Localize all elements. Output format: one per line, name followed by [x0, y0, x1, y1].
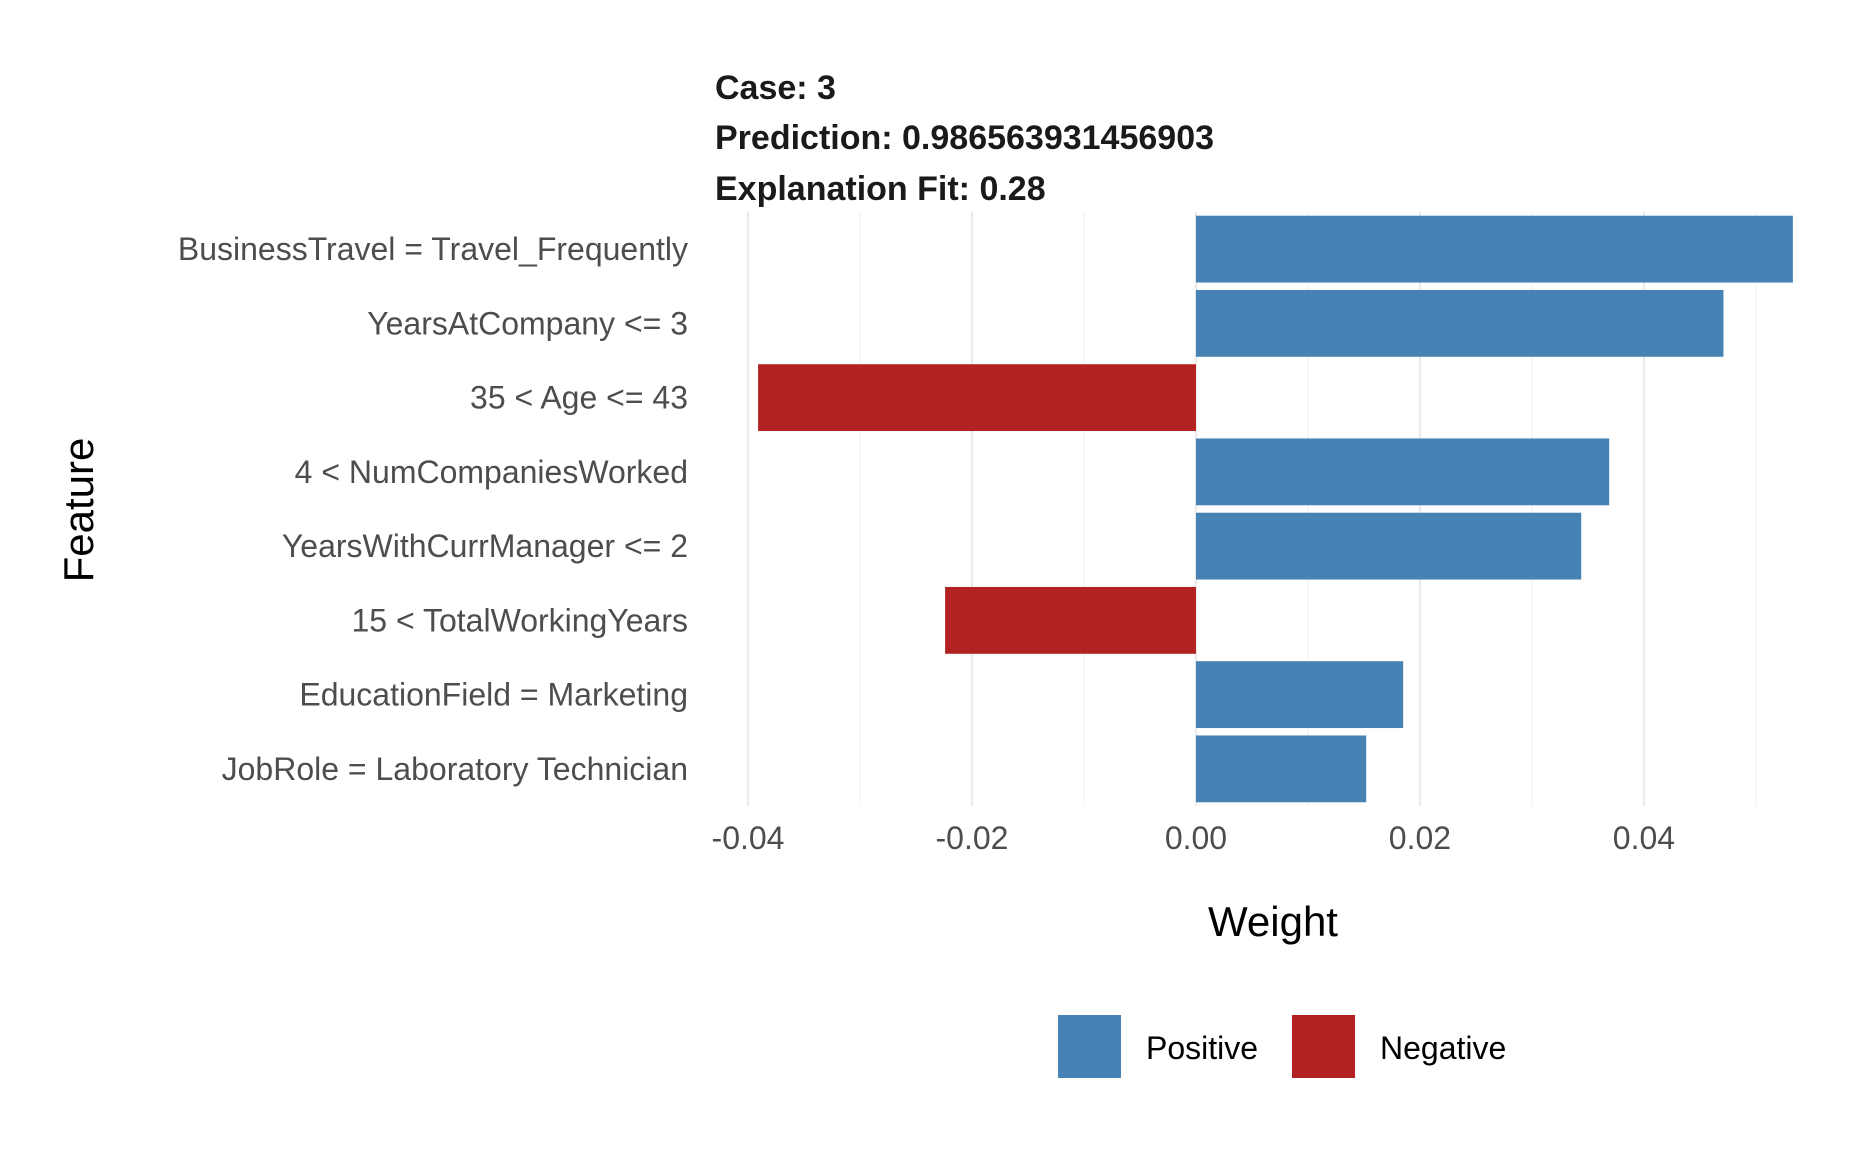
legend-label-negative: Negative	[1380, 1030, 1506, 1066]
x-axis-title: Weight	[1208, 898, 1338, 945]
bars	[758, 215, 1793, 803]
y-tick-label: 35 < Age <= 43	[470, 380, 688, 416]
bar-positive	[1195, 661, 1404, 729]
bar-positive	[1195, 438, 1610, 506]
bar-positive	[1195, 735, 1367, 803]
x-tick-label: 0.00	[1165, 820, 1227, 856]
bar-positive	[1195, 289, 1724, 357]
x-tick-labels: -0.04 -0.02 0.00 0.02 0.04	[712, 820, 1676, 856]
x-tick-label: 0.04	[1613, 820, 1675, 856]
y-tick-label: BusinessTravel = Travel_Frequently	[178, 231, 688, 267]
x-tick-label: -0.04	[712, 820, 785, 856]
legend-label-positive: Positive	[1146, 1030, 1258, 1066]
y-tick-label: YearsAtCompany <= 3	[367, 305, 688, 341]
title-explanation-fit: Explanation Fit: 0.28	[715, 170, 1046, 208]
chart-title: Case: 3 Prediction: 0.986563931456903 Ex…	[715, 69, 1214, 208]
y-tick-label: 15 < TotalWorkingYears	[351, 602, 688, 638]
x-tick-label: -0.02	[936, 820, 1009, 856]
legend: Positive Negative	[1058, 1015, 1506, 1078]
bar-negative	[758, 364, 1196, 432]
bar-positive	[1195, 512, 1582, 580]
legend-swatch-negative	[1292, 1015, 1355, 1078]
title-prediction: Prediction: 0.986563931456903	[715, 119, 1214, 157]
y-tick-label: YearsWithCurrManager <= 2	[282, 528, 688, 564]
title-case: Case: 3	[715, 69, 836, 107]
y-tick-label: EducationField = Marketing	[299, 677, 688, 713]
bar-positive	[1195, 215, 1793, 283]
legend-swatch-positive	[1058, 1015, 1121, 1078]
bar-negative	[945, 586, 1196, 654]
y-tick-label: JobRole = Laboratory Technician	[222, 751, 688, 787]
x-tick-label: 0.02	[1389, 820, 1451, 856]
y-axis-title: Feature	[55, 438, 102, 583]
y-tick-labels: BusinessTravel = Travel_Frequently YearsA…	[178, 231, 688, 787]
y-tick-label: 4 < NumCompaniesWorked	[295, 454, 688, 490]
